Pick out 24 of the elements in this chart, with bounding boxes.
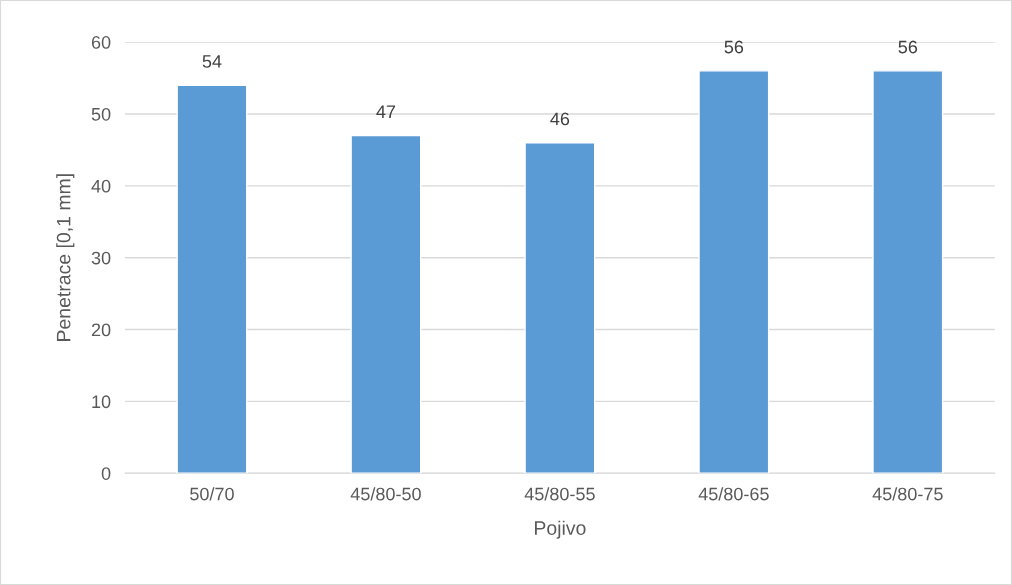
x-tick-label: 45/80-75 <box>872 487 943 501</box>
y-axis-title: Penetrace [0,1 mm] <box>56 174 75 341</box>
x-tick-label: 45/80-50 <box>350 487 421 501</box>
x-tick-label: 50/70 <box>190 487 234 501</box>
x-tick-label: 45/80-55 <box>524 487 595 501</box>
bar <box>872 70 944 474</box>
y-tick-label: 30 <box>91 251 111 265</box>
data-label: 56 <box>898 40 918 54</box>
y-tick-label: 20 <box>91 323 111 337</box>
y-tick-label: 40 <box>91 179 111 193</box>
y-tick-label: 50 <box>91 107 111 121</box>
data-label: 54 <box>202 55 222 68</box>
y-tick-label: 10 <box>92 395 111 409</box>
x-axis-title: Pojivo <box>535 520 586 539</box>
data-label: 46 <box>550 112 570 126</box>
bar <box>176 84 248 474</box>
bar <box>524 142 596 474</box>
bar <box>350 134 422 474</box>
bar <box>698 70 770 474</box>
y-tick-label: 60 <box>91 36 111 49</box>
x-tick-label: 45/80-65 <box>698 487 769 501</box>
y-tick-label: 0 <box>101 467 111 480</box>
data-label: 56 <box>724 40 744 54</box>
data-label: 47 <box>376 105 396 118</box>
